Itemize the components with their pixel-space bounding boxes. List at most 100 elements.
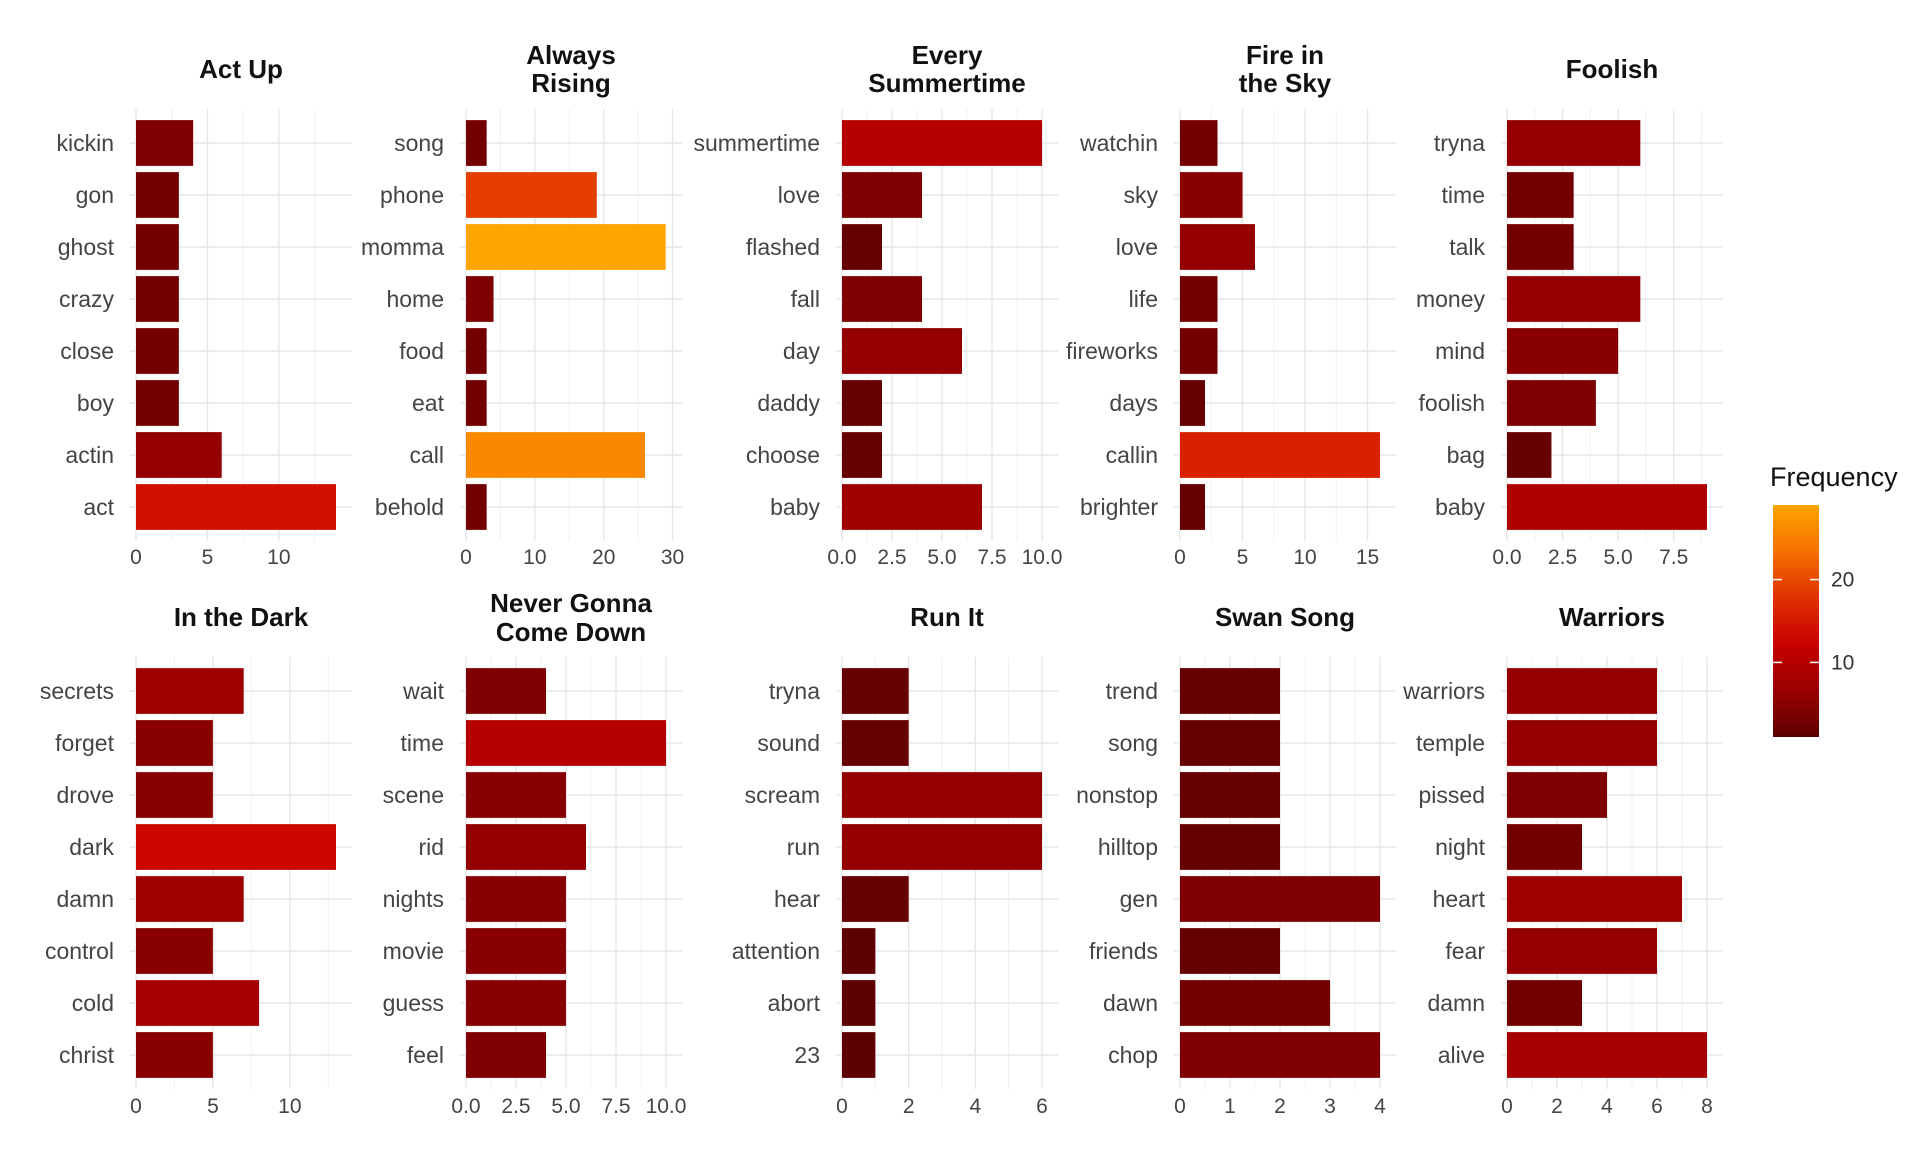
bar xyxy=(842,980,876,1026)
legend-tick-label: 20 xyxy=(1831,569,1854,592)
category-label: daddy xyxy=(757,390,820,416)
category-label: fall xyxy=(791,286,820,312)
bar xyxy=(1180,380,1205,426)
x-tick-label: 2 xyxy=(903,1095,915,1118)
category-label: guess xyxy=(383,990,444,1016)
bar xyxy=(136,484,336,530)
bar xyxy=(1180,876,1380,922)
panel-title: In the Dark xyxy=(174,602,309,632)
bar xyxy=(842,928,876,974)
category-label: warriors xyxy=(1402,678,1485,704)
panel: In the Dark secrets forget drove dark damn con… xyxy=(40,602,352,1118)
category-label: gon xyxy=(76,182,114,208)
panel-title: Warriors xyxy=(1559,602,1665,632)
category-label: eat xyxy=(412,390,445,416)
x-tick-label: 5.0 xyxy=(1604,546,1633,569)
panel-title: Rising xyxy=(531,68,610,98)
x-tick-label: 6 xyxy=(1651,1095,1663,1118)
bar xyxy=(842,380,882,426)
x-tick-label: 0 xyxy=(130,546,142,569)
panel-title: Act Up xyxy=(199,54,283,84)
category-label: boy xyxy=(77,390,115,416)
bar xyxy=(842,224,882,270)
bar xyxy=(842,876,909,922)
bar xyxy=(466,824,586,870)
category-label: tryna xyxy=(1434,130,1485,156)
x-tick-label: 5 xyxy=(202,546,214,569)
category-label: feel xyxy=(407,1042,444,1068)
category-label: friends xyxy=(1089,938,1158,964)
bar xyxy=(136,380,179,426)
category-label: hilltop xyxy=(1098,834,1158,860)
panel: Run It tryna sound scream run hear attention ab… xyxy=(732,602,1058,1118)
bar xyxy=(466,276,494,322)
bar xyxy=(1507,484,1707,530)
bar xyxy=(1180,720,1280,766)
bar xyxy=(466,876,566,922)
bar xyxy=(1507,928,1657,974)
x-tick-label: 1 xyxy=(1224,1095,1236,1118)
bar xyxy=(1507,1032,1707,1078)
bar xyxy=(466,772,566,818)
x-tick-label: 2 xyxy=(1274,1095,1286,1118)
category-label: sky xyxy=(1124,182,1159,208)
x-tick-label: 10 xyxy=(523,546,546,569)
category-label: damn xyxy=(1427,990,1485,1016)
category-label: chop xyxy=(1108,1042,1158,1068)
x-tick-label: 0 xyxy=(130,1095,142,1118)
category-label: brighter xyxy=(1080,494,1158,520)
bar xyxy=(1180,772,1280,818)
x-tick-label: 10.0 xyxy=(646,1095,687,1118)
category-label: dark xyxy=(69,834,114,860)
bar xyxy=(466,380,487,426)
category-label: baby xyxy=(1435,494,1485,520)
category-label: alive xyxy=(1438,1042,1485,1068)
category-label: attention xyxy=(732,938,820,964)
x-tick-label: 8 xyxy=(1701,1095,1713,1118)
category-label: act xyxy=(83,494,114,520)
x-tick-label: 20 xyxy=(592,546,615,569)
bar xyxy=(1180,432,1380,478)
bar xyxy=(136,328,179,374)
bar xyxy=(1180,276,1218,322)
panel-title: Swan Song xyxy=(1215,602,1355,632)
panel-title: Fire in xyxy=(1246,40,1324,70)
bar xyxy=(842,1032,876,1078)
category-label: secrets xyxy=(40,678,114,704)
category-label: drove xyxy=(56,782,114,808)
x-tick-label: 5.0 xyxy=(927,546,956,569)
bar xyxy=(1180,120,1218,166)
x-tick-label: 0 xyxy=(1174,546,1186,569)
bar xyxy=(842,484,982,530)
bar xyxy=(136,772,213,818)
panel: Act Up kickin gon ghost crazy close boy actin ac… xyxy=(56,54,352,569)
panel-title: Come Down xyxy=(496,617,646,647)
category-label: forget xyxy=(55,730,114,756)
category-label: pissed xyxy=(1419,782,1485,808)
bar xyxy=(1507,772,1607,818)
x-tick-label: 10 xyxy=(1293,546,1316,569)
bar xyxy=(466,980,566,1026)
category-label: momma xyxy=(361,234,444,260)
category-label: song xyxy=(1108,730,1158,756)
category-label: trend xyxy=(1106,678,1158,704)
bar xyxy=(842,824,1042,870)
category-label: movie xyxy=(383,938,444,964)
bar xyxy=(1180,1032,1380,1078)
x-tick-label: 0 xyxy=(1174,1095,1186,1118)
bar xyxy=(842,772,1042,818)
category-label: love xyxy=(778,182,820,208)
bar xyxy=(842,720,909,766)
panel: Swan Song trend song nonstop hilltop gen frien… xyxy=(1076,602,1396,1118)
category-label: heart xyxy=(1433,886,1486,912)
category-label: hear xyxy=(774,886,820,912)
panel-title: Run It xyxy=(910,602,984,632)
category-label: run xyxy=(787,834,820,860)
bar xyxy=(136,172,179,218)
bar xyxy=(842,668,909,714)
